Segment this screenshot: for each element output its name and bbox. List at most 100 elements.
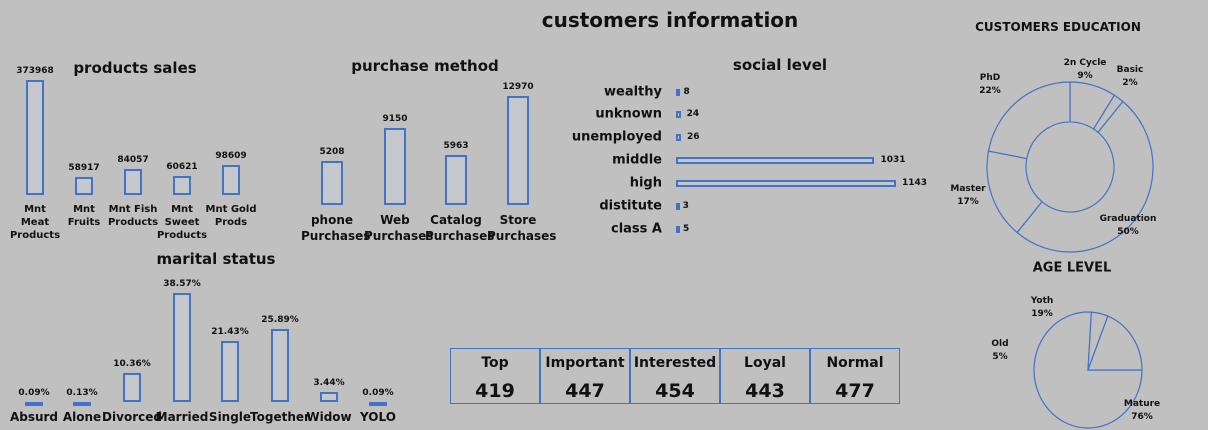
- slice-label: 2n Cycle: [1063, 58, 1107, 68]
- bar: [676, 156, 875, 164]
- value-label: 5963: [443, 140, 469, 151]
- slice-value: 2%: [1122, 78, 1138, 88]
- category-label: Married: [155, 410, 209, 424]
- bar: [384, 128, 406, 205]
- bar: [676, 202, 680, 210]
- bar: [75, 176, 93, 195]
- category-label: Catalog Purchases: [425, 213, 495, 243]
- value-label: 60621: [166, 162, 198, 173]
- bar: [73, 401, 91, 406]
- value-label: 38.57%: [163, 279, 201, 289]
- kpi-cell: [810, 348, 900, 404]
- value-label: 24: [686, 109, 700, 119]
- category-label: Widow: [306, 410, 352, 424]
- bar: [676, 88, 680, 96]
- category-label: Together: [250, 410, 310, 424]
- value-label: 3.44%: [313, 378, 345, 389]
- bar: [676, 110, 681, 118]
- category-label: Alone: [62, 410, 102, 424]
- bar: [222, 164, 240, 195]
- value-label: 0.09%: [18, 387, 50, 398]
- kpi-header: Loyal: [744, 355, 786, 371]
- category-label: Mnt Sweet Products: [156, 204, 208, 241]
- chart-title: CUSTOMERS EDUCATION: [975, 20, 1141, 34]
- slice-value: 5%: [992, 352, 1008, 362]
- category-label: Store Purchases: [487, 213, 557, 243]
- kpi-header: Top: [481, 355, 509, 371]
- value-label: 10.36%: [113, 358, 151, 369]
- category-label: Mnt Fish Products: [107, 204, 159, 228]
- bar: [173, 176, 191, 195]
- category-label: unemployed: [571, 129, 662, 145]
- value-label: 9150: [382, 114, 408, 125]
- slice-label: Old: [991, 339, 1009, 349]
- kpi-value: 419: [475, 380, 515, 402]
- category-label: Divorced: [102, 410, 162, 424]
- bar: [676, 133, 681, 141]
- bar: [123, 372, 141, 402]
- kpi-cell: [720, 348, 810, 404]
- value-label: 58917: [68, 162, 100, 173]
- kpi-value: 454: [655, 380, 695, 402]
- value-label: 373968: [16, 66, 54, 76]
- bar: [124, 169, 142, 195]
- chart-title: marital status: [156, 250, 276, 268]
- chart-title: AGE LEVEL: [1032, 260, 1112, 276]
- bar: [26, 80, 44, 195]
- slice-label: Graduation: [1099, 214, 1157, 224]
- value-label: 25.89%: [261, 314, 299, 325]
- value-label: 0.13%: [66, 387, 98, 398]
- page-title: customers information: [541, 8, 799, 32]
- bar: [507, 96, 529, 205]
- slice-value: 50%: [1117, 227, 1139, 237]
- value-label: 26: [687, 132, 700, 142]
- category-label: Absurd: [9, 410, 59, 424]
- category-label: wealthy: [604, 84, 662, 100]
- slice-label: PhD: [979, 73, 1001, 83]
- bar: [321, 161, 343, 205]
- value-label: 98609: [215, 150, 247, 161]
- category-label: Web Purchases: [364, 213, 434, 243]
- kpi-header: Interested: [633, 355, 717, 371]
- pie-slice: [987, 81, 1071, 160]
- category-label: Single: [208, 410, 252, 424]
- slice-value: 17%: [957, 197, 979, 207]
- kpi-cell: [450, 348, 540, 404]
- chart-title: social level: [732, 56, 828, 74]
- bar: [320, 392, 338, 402]
- kpi-value: 477: [835, 380, 875, 402]
- category-label: Mnt Fruits: [67, 204, 101, 228]
- bar: [25, 401, 43, 406]
- bar: [173, 293, 191, 402]
- slice-label: Mature: [1123, 399, 1161, 409]
- category-label: high: [629, 175, 662, 191]
- category-label: phone Purchases: [301, 213, 371, 243]
- chart-title: purchase method: [351, 57, 499, 75]
- kpi-header: Normal: [826, 355, 884, 371]
- category-label: middle: [612, 152, 662, 168]
- slice-label: Master: [950, 184, 986, 194]
- value-label: 8: [683, 87, 690, 97]
- category-label: YOLO: [360, 410, 396, 424]
- category-label: unknown: [595, 106, 662, 122]
- category-label: Mnt Meat Products: [9, 204, 61, 241]
- kpi-cell: [630, 348, 720, 404]
- value-label: 1031: [880, 155, 906, 165]
- bar: [271, 328, 289, 402]
- kpi-header: Important: [545, 355, 625, 371]
- kpi-value: 447: [565, 380, 605, 402]
- value-label: 5208: [319, 147, 345, 158]
- slice-value: 19%: [1031, 309, 1053, 319]
- pie-slice: [1087, 315, 1143, 371]
- value-label: 84057: [117, 155, 149, 166]
- value-label: 12970: [502, 82, 534, 92]
- kpi-value: 443: [745, 380, 785, 402]
- category-label: distitute: [599, 198, 662, 214]
- bar: [445, 154, 467, 205]
- category-label: class A: [611, 221, 662, 237]
- bar: [676, 179, 896, 187]
- category-label: Mnt Gold Prods: [205, 204, 257, 228]
- slice-label: Yoth: [1030, 296, 1054, 306]
- value-label: 21.43%: [211, 327, 249, 338]
- bar: [676, 225, 680, 233]
